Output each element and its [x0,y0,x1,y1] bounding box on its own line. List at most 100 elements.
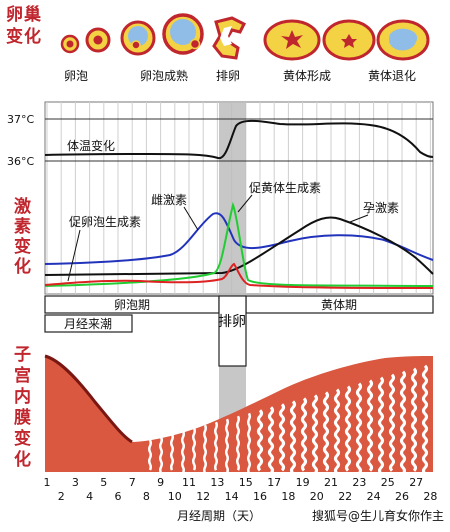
gland-gap [422,364,428,475]
mature-follicle-icon [162,13,204,55]
progesterone-curve [44,216,434,276]
x-tick-label: 24 [367,490,381,503]
x-tick-label: 13 [210,476,224,489]
gland-gap [411,367,417,472]
x-tick-label: 27 [409,476,423,489]
corpus-albicans-icon [376,19,430,61]
fsh-pointer [67,229,81,282]
estrogen-curve [44,212,434,265]
gland-gap [279,403,285,472]
x-tick-label: 12 [196,490,210,503]
ovulation-box [218,295,247,367]
x-tick-label: 5 [100,476,107,489]
endometrium-shed-edge [44,354,133,444]
x-tick-label: 18 [281,490,295,503]
gland-gap [345,385,351,472]
endometrium-title-char: 化 [14,449,31,470]
x-tick-label: 8 [143,490,150,503]
ruptured-follicle-icon [212,16,247,60]
gland-gap [400,370,406,475]
gland-gap [334,388,340,475]
fsh-curve [44,262,434,289]
lh-curve [44,201,434,287]
menstruation-bar [44,314,133,333]
x-tick-label: 19 [296,476,310,489]
estrogen-pointer [183,206,199,231]
gland-gap [257,409,263,472]
luteal-phase-label: 黄体期 [321,298,357,312]
ovary-stage-label: 黄体形成 [283,69,331,83]
x-tick-label: 6 [115,490,122,503]
gland-gap [203,424,207,474]
ovary-stage-label: 卵泡成熟 [140,68,188,83]
endometrium-glands [148,364,428,475]
x-tick-label: 28 [423,490,437,503]
ovary-stage-label: 排卵 [216,69,240,83]
endometrium-title-char: 宫 [14,365,31,386]
x-tick-label: 15 [239,476,253,489]
x-tick-label: 9 [157,476,164,489]
gland-gap [236,415,240,471]
growing-follicle-icon [85,27,111,53]
x-tick-label: 25 [381,476,395,489]
corpus-luteum-mature-icon [322,19,376,61]
x-tick-label: 4 [86,490,93,503]
gland-gap [214,421,218,471]
estrogen-label: 雌激素 [151,192,187,207]
x-tick-label: 14 [225,490,239,503]
ovary-title-char: 变 [6,26,23,47]
fsh-label: 促卵泡生成素 [69,215,141,229]
gland-gap [301,397,307,472]
ovary-title-char: 巢 [23,4,42,25]
gland-gap [389,373,395,472]
gland-gap [356,382,362,475]
gland-gap [192,427,196,471]
x-tick-label: 11 [182,476,196,489]
ovary-change-title: 卵 巢 变 化 [6,4,42,47]
x-tick-label: 26 [395,490,409,503]
x-tick-label: 2 [58,490,65,503]
gland-gap [268,406,274,475]
x-axis-ticks: 1 3 5 7 9 11 13 15 17 19 21 23 25 272 4 6 8 10 12 14 16 18 20 2… [44,476,438,503]
lh-pointer [237,194,253,213]
menstruation-label: 月经来潮 [64,316,112,331]
gland-gap [290,400,296,475]
gland-gap [367,379,373,472]
endometrium-title-char: 变 [14,428,31,449]
temp-36-label: 36°C [7,155,34,168]
ovary-title-char: 化 [24,26,41,47]
temp-37-label: 37°C [7,113,34,126]
x-tick-label: 7 [129,476,136,489]
endometrium-title-char: 子 [14,345,31,365]
hormone-title-char: 素 [14,217,31,237]
x-axis-title: 月经周期（天） [177,509,261,523]
endometrium-title-char: 内 [14,386,31,407]
hormone-title-char: 激 [14,196,31,217]
x-tick-label: 16 [253,490,267,503]
ovary-stage-label: 卵泡 [64,69,88,83]
progesterone-pointer [349,214,369,223]
progesterone-label: 孕激素 [363,201,399,215]
primary-follicle-icon [60,34,80,54]
x-tick-label: 17 [267,476,281,489]
x-tick-label: 21 [324,476,338,489]
x-tick-label: 1 [44,476,51,489]
watermark-text: 搜狐号@生儿育女你作主 [312,508,444,523]
x-tick-label: 3 [72,476,79,489]
chart-grid [46,102,431,294]
gland-gap [148,439,152,471]
temperature-curve-label: 体温变化 [67,138,115,153]
ovary-stage-label: 黄体退化 [368,69,416,83]
endometrium-change-title: 子 宫 内 膜 变 化 [14,345,31,470]
ovary-stage-illustrations: 卵泡 卵泡成熟 排卵 黄体形成 黄体退化 [60,13,430,83]
gland-gap [181,430,185,474]
lh-label: 促黄体生成素 [249,181,321,195]
gland-gap [170,433,174,471]
hormone-change-title: 激 素 变 化 [14,196,31,277]
x-tick-label: 22 [338,490,352,503]
gland-gap [225,418,229,474]
gland-gap [378,376,384,475]
antral-follicle-icon [120,20,156,56]
ovulation-char: 排卵 [218,314,246,330]
